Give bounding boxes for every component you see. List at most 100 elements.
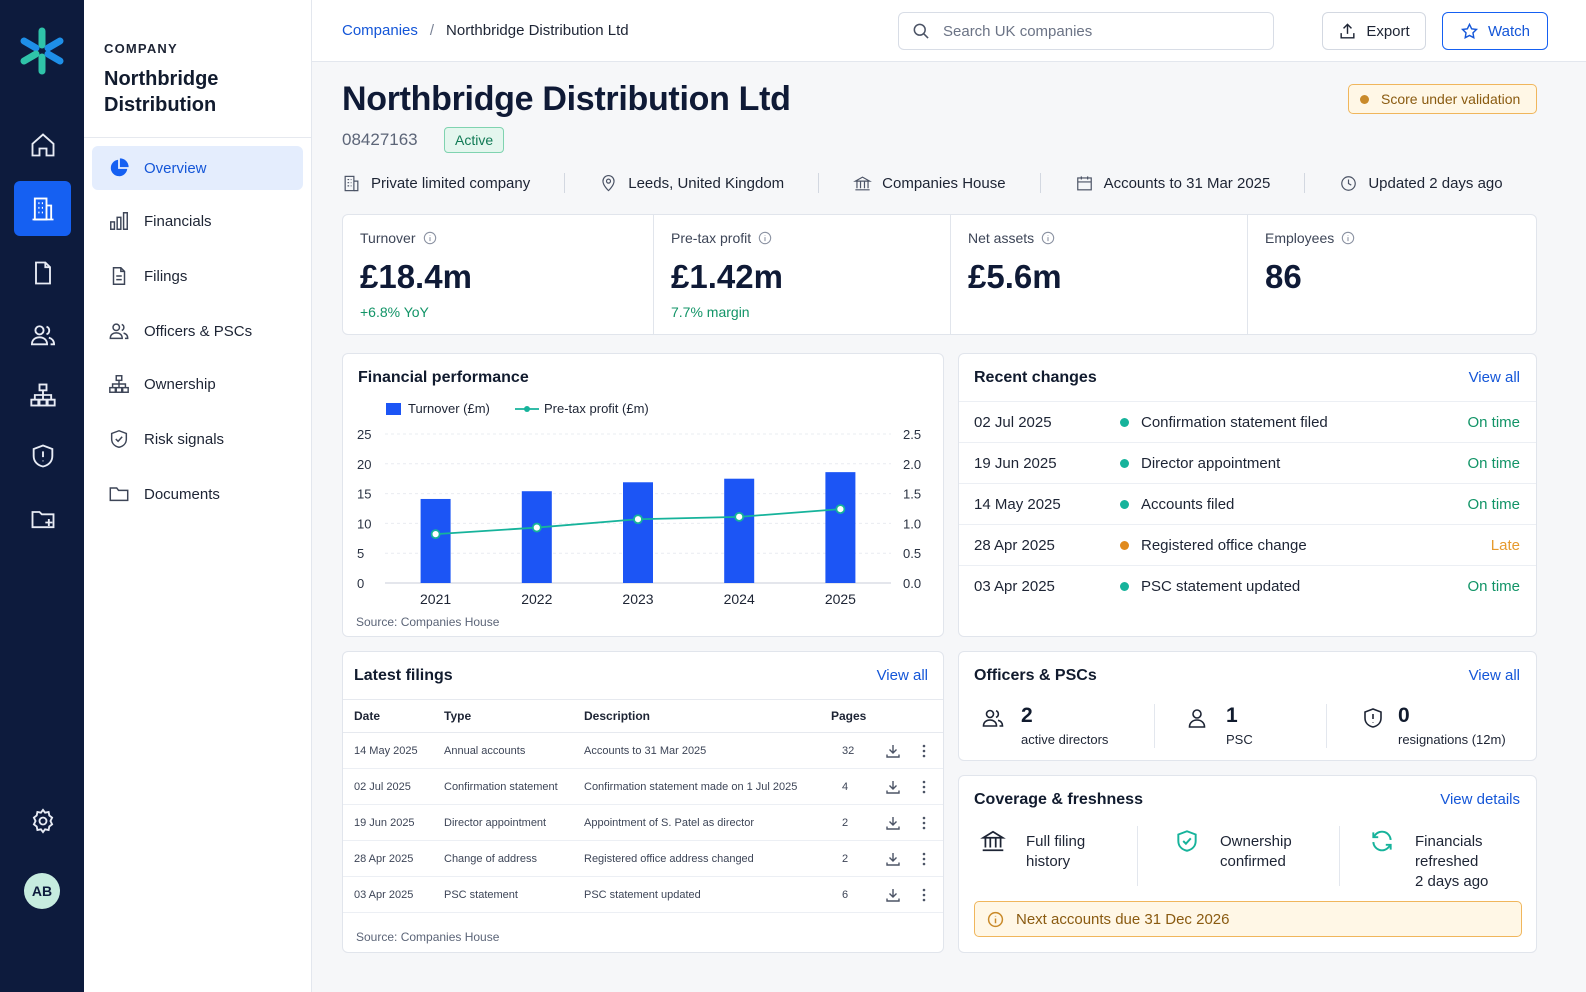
sidebar-item-risk-signals[interactable]: Risk signals bbox=[92, 417, 303, 461]
meta-accounts: Accounts to 31 Mar 2025 bbox=[1075, 174, 1270, 193]
sidebar-item-label: Risk signals bbox=[144, 430, 225, 448]
rail-risk-button[interactable] bbox=[14, 428, 71, 483]
y-left-tick-label: 5 bbox=[357, 546, 364, 561]
topbar: Companies / Northbridge Distribution Ltd… bbox=[312, 0, 1586, 62]
more-options-icon[interactable] bbox=[916, 743, 932, 759]
table-row[interactable]: 28 Apr 2025 Change of address Registered o… bbox=[343, 841, 943, 877]
export-button[interactable]: Export bbox=[1322, 12, 1426, 50]
company-meta: Private limited company Leeds, United Ki… bbox=[342, 170, 1503, 196]
watch-button[interactable]: Watch bbox=[1442, 12, 1548, 50]
download-icon[interactable] bbox=[885, 779, 901, 795]
rail-companies-button[interactable] bbox=[14, 181, 71, 236]
filing-type: Change of address bbox=[444, 852, 537, 865]
breadcrumb-companies-link[interactable]: Companies bbox=[342, 22, 418, 39]
bank-icon bbox=[980, 830, 1006, 852]
column-header[interactable]: Date bbox=[354, 709, 381, 723]
search-box[interactable] bbox=[898, 12, 1274, 50]
filings-source: Source: Companies House bbox=[356, 930, 500, 944]
refresh-icon bbox=[1372, 830, 1392, 852]
info-icon[interactable] bbox=[423, 231, 437, 245]
rail-ownership-button[interactable] bbox=[14, 367, 71, 422]
more-options-icon[interactable] bbox=[916, 851, 932, 867]
kpi-turnover: Turnover £18.4m +6.8% YoY bbox=[343, 215, 654, 334]
table-row[interactable]: 14 May 2025 Annual accounts Accounts to 31… bbox=[343, 733, 943, 769]
table-row[interactable]: 02 Jul 2025 Confirmation statement Confirm… bbox=[343, 769, 943, 805]
filings-view-all-link[interactable]: View all bbox=[876, 667, 928, 684]
meta-updated: Updated 2 days ago bbox=[1339, 174, 1503, 193]
filing-pages: 32 bbox=[842, 744, 855, 757]
rail-home-button[interactable] bbox=[14, 117, 71, 172]
panel-title: Latest filings bbox=[354, 667, 453, 684]
gear-icon bbox=[32, 807, 53, 834]
avatar[interactable]: AB bbox=[24, 873, 60, 909]
column-header[interactable]: Pages bbox=[831, 709, 867, 723]
filing-description: Accounts to 31 Mar 2025 bbox=[584, 744, 707, 757]
panel-title: Coverage & freshness bbox=[974, 791, 1143, 808]
sidebar-item-officers[interactable]: Officers & PSCs bbox=[92, 309, 303, 353]
watch-label: Watch bbox=[1488, 22, 1530, 40]
table-row[interactable]: 19 Jun 2025 Director appointment Appointme… bbox=[343, 805, 943, 841]
hierarchy-icon bbox=[29, 383, 56, 406]
list-item[interactable]: 28 Apr 2025 Registered office change Late bbox=[959, 524, 1536, 565]
clock-icon bbox=[1341, 175, 1357, 191]
rail-people-button[interactable] bbox=[14, 307, 71, 362]
more-options-icon[interactable] bbox=[916, 887, 932, 903]
turnover-bar bbox=[420, 498, 451, 583]
filing-pages: 6 bbox=[842, 888, 849, 901]
star-icon bbox=[1461, 22, 1479, 39]
company-number: 08427163 bbox=[342, 130, 418, 149]
more-options-icon[interactable] bbox=[916, 779, 932, 795]
download-icon[interactable] bbox=[885, 887, 901, 903]
filing-pages: 2 bbox=[842, 852, 849, 865]
download-icon[interactable] bbox=[885, 851, 901, 867]
download-icon[interactable] bbox=[885, 743, 901, 759]
officers-view-all-link[interactable]: View all bbox=[1468, 667, 1520, 684]
list-item[interactable]: 14 May 2025 Accounts filed On time bbox=[959, 483, 1536, 524]
list-item[interactable]: 19 Jun 2025 Director appointment On time bbox=[959, 442, 1536, 483]
officer-stat-label: active directors bbox=[1021, 732, 1109, 747]
change-description: Director appointment bbox=[1141, 454, 1281, 472]
list-item[interactable]: 02 Jul 2025 Confirmation statement filed O… bbox=[959, 401, 1536, 442]
info-icon bbox=[987, 911, 1004, 927]
list-item[interactable]: 03 Apr 2025 PSC statement updated On time bbox=[959, 565, 1536, 606]
change-description: Accounts filed bbox=[1141, 495, 1235, 513]
change-date: 03 Apr 2025 bbox=[974, 577, 1055, 595]
sidebar-item-financials[interactable]: Financials bbox=[92, 199, 303, 243]
profit-point bbox=[734, 511, 745, 522]
column-header[interactable]: Description bbox=[584, 709, 651, 723]
officer-stat-value: 1 bbox=[1226, 704, 1238, 727]
download-icon[interactable] bbox=[885, 815, 901, 831]
more-options-icon[interactable] bbox=[916, 815, 932, 831]
sidebar-item-label: Ownership bbox=[144, 375, 216, 393]
sidebar-item-ownership[interactable]: Ownership bbox=[92, 362, 303, 406]
info-icon[interactable] bbox=[758, 231, 772, 245]
y-right-tick-label: 0.5 bbox=[903, 546, 921, 561]
table-row[interactable]: 03 Apr 2025 PSC statement PSC statement up… bbox=[343, 877, 943, 913]
sidebar-divider bbox=[84, 137, 311, 138]
info-icon[interactable] bbox=[1341, 231, 1355, 245]
stat-divider bbox=[1326, 704, 1327, 748]
rail-documents-button[interactable] bbox=[14, 245, 71, 300]
recent-changes-view-all-link[interactable]: View all bbox=[1468, 369, 1520, 386]
status-badge: Active bbox=[444, 127, 505, 153]
x-tick-label: 2021 bbox=[420, 591, 451, 607]
sidebar-item-documents[interactable]: Documents bbox=[92, 472, 303, 516]
column-header[interactable]: Type bbox=[444, 709, 472, 723]
app-logo[interactable] bbox=[17, 26, 67, 76]
panel-title: Officers & PSCs bbox=[974, 667, 1097, 684]
y-right-tick-label: 0.0 bbox=[903, 576, 921, 591]
coverage-view-details-link[interactable]: View details bbox=[1440, 791, 1520, 808]
filing-type: Director appointment bbox=[444, 816, 547, 829]
validation-text: Score under validation bbox=[1381, 91, 1521, 107]
breadcrumb: Companies / Northbridge Distribution Ltd bbox=[342, 22, 629, 39]
rail-settings-button[interactable] bbox=[14, 793, 71, 848]
meta-company-type: Private limited company bbox=[342, 174, 530, 193]
kpi-value: £5.6m bbox=[968, 258, 1062, 295]
sidebar-item-overview[interactable]: Overview bbox=[92, 146, 303, 190]
sidebar-item-filings[interactable]: Filings bbox=[92, 254, 303, 298]
info-icon[interactable] bbox=[1041, 231, 1055, 245]
rail-folders-button[interactable] bbox=[14, 491, 71, 546]
meta-divider bbox=[818, 173, 820, 193]
search-input[interactable] bbox=[943, 22, 1243, 40]
latest-filings-panel: Latest filings View all Date Type Descri… bbox=[342, 651, 944, 953]
